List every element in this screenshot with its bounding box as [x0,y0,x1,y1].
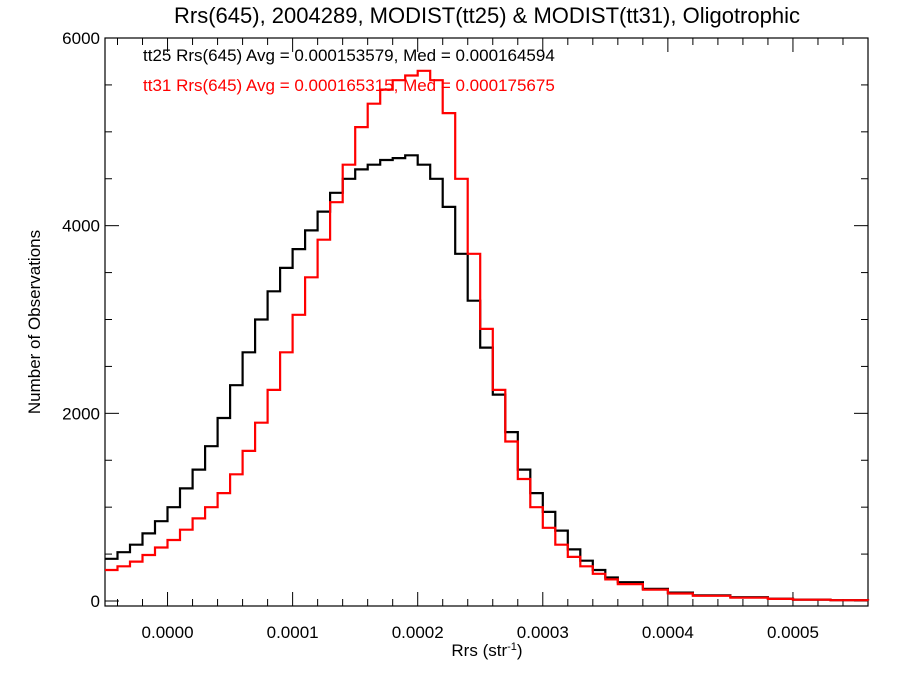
x-tick-label: 0.0001 [267,623,319,642]
chart-title: Rrs(645), 2004289, MODIST(tt25) & MODIST… [174,3,800,28]
legend-entry-tt31: tt31 Rrs(645) Avg = 0.000165315, Med = 0… [143,76,555,95]
x-axis-title-suffix: ) [517,641,523,660]
legend-entry-tt25: tt25 Rrs(645) Avg = 0.000153579, Med = 0… [143,46,555,65]
x-tick-label: 0.0000 [142,623,194,642]
x-axis-title-superscript: -1 [507,641,517,653]
x-axis-title-main: Rrs (str [451,641,507,660]
x-axis: 0.0000 0.0001 0.0002 0.0003 0.0004 0.0005 [117,38,869,642]
x-axis-title: Rrs (str-1) [451,641,522,660]
x-tick-label: 0.0004 [642,623,694,642]
series-group [105,69,870,602]
y-tick-label: 6000 [62,29,100,48]
x-tick-label: 0.0002 [392,623,444,642]
y-tick-label: 4000 [62,217,100,236]
y-axis: 0 2000 4000 6000 [62,29,868,611]
x-tick-label: 0.0003 [517,623,569,642]
series-line-tt31 [105,69,870,602]
y-tick-label: 0 [91,592,100,611]
series-line-tt25 [105,154,870,602]
y-tick-label: 2000 [62,404,100,423]
x-tick-label: 0.0005 [767,623,819,642]
y-axis-title: Number of Observations [25,230,44,414]
plot-frame [104,37,869,607]
